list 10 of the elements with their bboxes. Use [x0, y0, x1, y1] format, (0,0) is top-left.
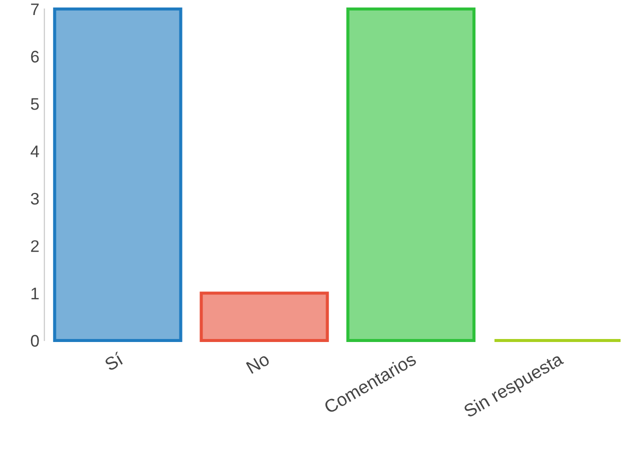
y-tick-label: 6	[31, 50, 39, 63]
y-tick-label: 3	[30, 192, 39, 205]
y-tick-label: 0	[30, 334, 39, 347]
x-tick-label: No	[246, 352, 270, 374]
x-tick-label: Sí	[104, 351, 124, 372]
y-tick-label: 7	[31, 4, 39, 16]
y-tick-label: 2	[31, 240, 39, 252]
y-tick-label: 4	[30, 146, 40, 158]
y-tick-label: 5	[30, 98, 39, 110]
y-tick-label: 1	[32, 288, 39, 300]
